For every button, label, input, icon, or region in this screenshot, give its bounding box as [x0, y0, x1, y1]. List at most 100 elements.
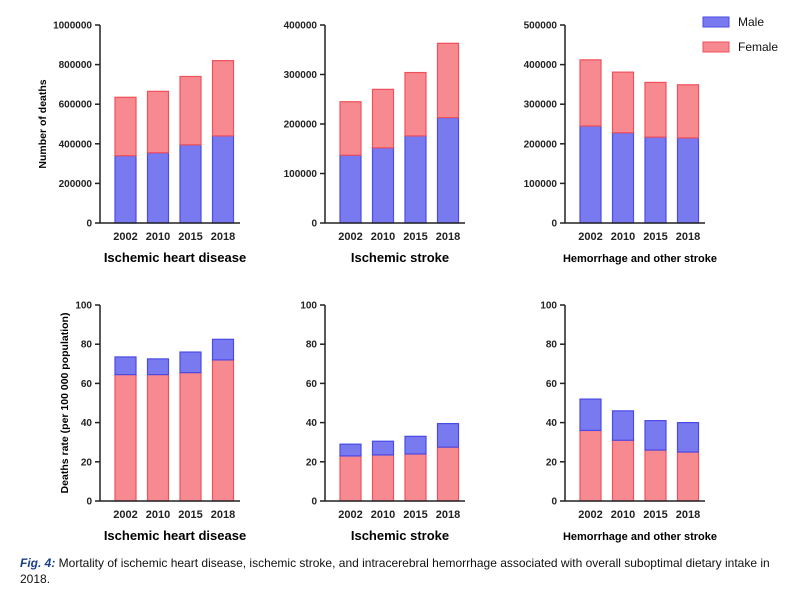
y-tick-label: 200000 — [284, 120, 318, 131]
bar-male-2002 — [579, 125, 602, 224]
x-tick-label-2018: 2018 — [211, 231, 235, 243]
bar-female-2015 — [179, 75, 202, 146]
y-tick-label: 20 — [546, 457, 558, 468]
x-tick-label-2002: 2002 — [113, 509, 137, 521]
x-tick-label-2015: 2015 — [178, 509, 202, 521]
y-tick-label: 800000 — [59, 60, 93, 71]
bar-male-2015 — [404, 435, 427, 455]
y-tick-label: 80 — [546, 340, 558, 351]
bar-female-2010 — [611, 71, 635, 134]
chart-title: Ischemic stroke — [351, 528, 449, 543]
y-tick-label: 60 — [546, 379, 558, 390]
y-tick-label: 60 — [306, 379, 318, 390]
chart-title: Hemorrhage and other stroke — [563, 531, 717, 543]
y-tick-label: 0 — [311, 219, 317, 230]
y-tick-label: 40 — [306, 418, 318, 429]
y-tick-label: 200000 — [524, 139, 558, 150]
x-tick-label-2015: 2015 — [643, 509, 667, 521]
x-tick-label-2010: 2010 — [146, 509, 170, 521]
bar-female-2018 — [436, 446, 460, 502]
chart-title: Ischemic stroke — [351, 250, 449, 265]
x-tick-label-2018: 2018 — [436, 509, 460, 521]
x-tick-label-2015: 2015 — [178, 231, 202, 243]
y-tick-label: 400000 — [284, 21, 318, 32]
bar-female-2018 — [436, 42, 460, 119]
chart-panel-6: 2002 2010 2015 2018 0 20 40 60 80 100 Hemorrhage a… — [540, 301, 717, 544]
bar-female-2010 — [146, 90, 170, 154]
bar-female-2002 — [579, 429, 602, 502]
bar-female-2015 — [644, 81, 667, 138]
y-tick-label: 100 — [75, 301, 92, 312]
bar-female-2015 — [179, 372, 202, 502]
x-tick-label-2015: 2015 — [403, 231, 427, 243]
bar-female-2002 — [114, 96, 137, 157]
x-tick-label-2018: 2018 — [436, 231, 460, 243]
y-axis-label: Deaths rate (per 100 000 population) — [59, 313, 71, 494]
bar-male-2010 — [611, 132, 635, 224]
y-tick-label: 1000000 — [53, 21, 92, 32]
chart-title: Hemorrhage and other stroke — [563, 253, 717, 265]
chart-panel-4: 2002 2010 2015 2018 0 20 40 60 80 100 Ischemic hea… — [59, 301, 246, 544]
bar-female-2002 — [339, 101, 362, 156]
bar-female-2018 — [211, 60, 235, 137]
bar-male-2015 — [179, 144, 202, 224]
bar-male-2010 — [146, 358, 170, 376]
y-tick-label: 0 — [311, 497, 317, 508]
y-tick-label: 0 — [86, 497, 92, 508]
y-tick-label: 100 — [300, 301, 317, 312]
bar-male-2015 — [179, 351, 202, 374]
bar-female-2002 — [579, 59, 602, 127]
y-tick-label: 0 — [86, 219, 92, 230]
figure-caption: Fig. 4: Mortality of ischemic heart dise… — [20, 555, 775, 587]
chart-title: Ischemic heart disease — [104, 250, 246, 265]
y-axis-label: Number of deaths — [37, 79, 49, 168]
x-tick-label-2018: 2018 — [676, 231, 700, 243]
bar-female-2010 — [146, 373, 170, 502]
x-tick-label-2002: 2002 — [578, 231, 602, 243]
x-tick-label-2010: 2010 — [371, 231, 395, 243]
bar-female-2010 — [611, 439, 635, 502]
bar-male-2015 — [644, 136, 667, 224]
bar-female-2002 — [114, 373, 137, 502]
bar-male-2018 — [211, 135, 235, 224]
y-tick-label: 300000 — [284, 70, 318, 81]
chart-title: Ischemic heart disease — [104, 528, 246, 543]
bar-male-2018 — [676, 422, 700, 453]
y-tick-label: 20 — [306, 457, 318, 468]
y-tick-label: 300000 — [524, 100, 558, 111]
bar-female-2018 — [676, 84, 700, 139]
y-tick-label: 500000 — [524, 21, 558, 32]
y-tick-label: 100000 — [524, 179, 558, 190]
y-tick-label: 80 — [306, 340, 318, 351]
y-tick-label: 0 — [551, 497, 557, 508]
x-tick-label-2010: 2010 — [371, 509, 395, 521]
legend: Male Female — [702, 15, 778, 54]
x-tick-label-2002: 2002 — [338, 509, 362, 521]
bar-female-2015 — [404, 453, 427, 502]
y-tick-label: 0 — [551, 219, 557, 230]
x-tick-label-2018: 2018 — [211, 509, 235, 521]
x-tick-label-2002: 2002 — [338, 231, 362, 243]
y-tick-label: 600000 — [59, 100, 93, 111]
bar-female-2018 — [676, 451, 700, 502]
chart-panel-2: 2002 2010 2015 2018 0 100000 200000 300000 40000… — [284, 21, 465, 265]
x-tick-label-2010: 2010 — [611, 509, 635, 521]
chart-panel-1: 2002 2010 2015 2018 0 200000 400000 600000 80000… — [37, 21, 246, 266]
bar-female-2015 — [404, 71, 427, 137]
caption-label: Fig. 4: — [20, 556, 56, 570]
bar-male-2002 — [114, 155, 137, 224]
bar-female-2010 — [371, 454, 395, 502]
y-tick-label: 40 — [81, 418, 93, 429]
bar-female-2018 — [211, 359, 235, 502]
bar-male-2018 — [676, 137, 700, 224]
y-tick-label: 80 — [81, 340, 93, 351]
figure: 2002 2010 2015 2018020000040000060000080000… — [37, 15, 778, 544]
x-tick-label-2010: 2010 — [146, 231, 170, 243]
bar-male-2002 — [114, 356, 137, 376]
x-tick-label-2015: 2015 — [643, 231, 667, 243]
y-tick-label: 200000 — [59, 179, 93, 190]
y-tick-label: 20 — [81, 457, 93, 468]
bar-male-2010 — [611, 410, 635, 441]
bar-female-2010 — [371, 88, 395, 149]
bar-male-2002 — [339, 443, 362, 457]
